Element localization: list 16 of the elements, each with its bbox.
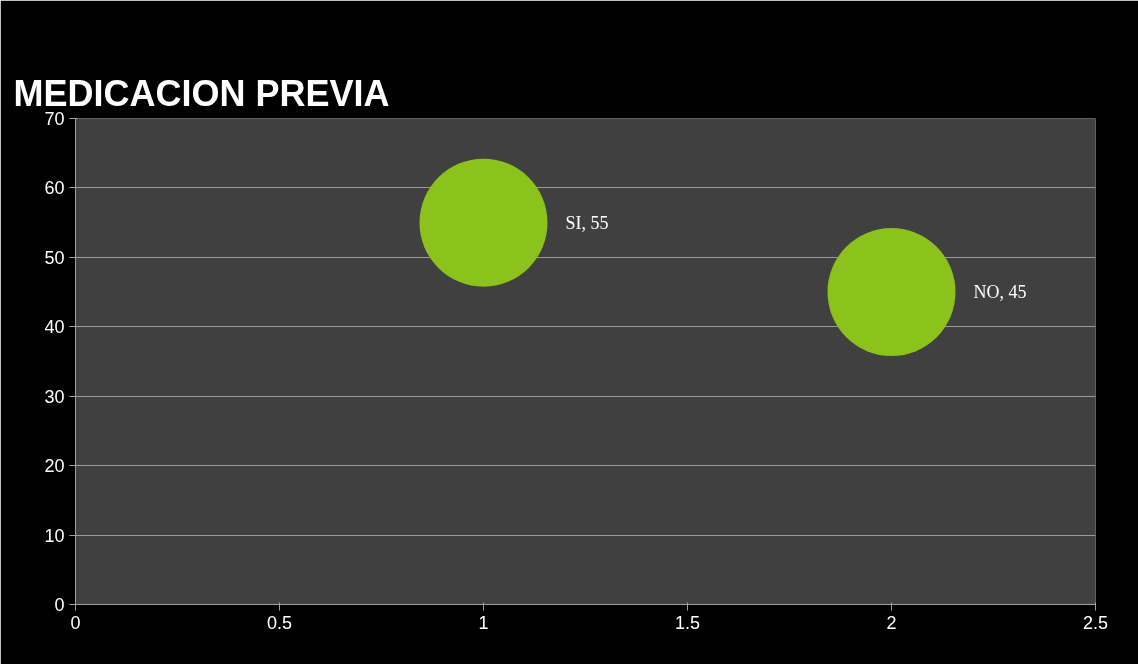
y-tick-label: 30 [44, 386, 65, 407]
y-tick-label: 50 [44, 247, 65, 268]
y-tick-label: 0 [54, 595, 65, 615]
x-tick-label: 0.5 [266, 612, 293, 633]
data-label: SI, 55 [565, 212, 609, 233]
data-label: NO, 45 [973, 282, 1027, 303]
x-tick-label: 1 [478, 612, 489, 633]
y-tick-label: 20 [44, 456, 65, 477]
x-tick-label: 1.5 [674, 612, 701, 633]
y-tick-label: 70 [44, 109, 65, 129]
y-tick-label: 40 [44, 317, 65, 338]
x-tick-label: 2.5 [1082, 612, 1109, 633]
y-tick-label: 60 [44, 178, 65, 199]
x-tick-label: 2 [886, 612, 897, 633]
x-tick-label: 0 [70, 612, 81, 633]
y-tick-label: 10 [44, 525, 65, 546]
